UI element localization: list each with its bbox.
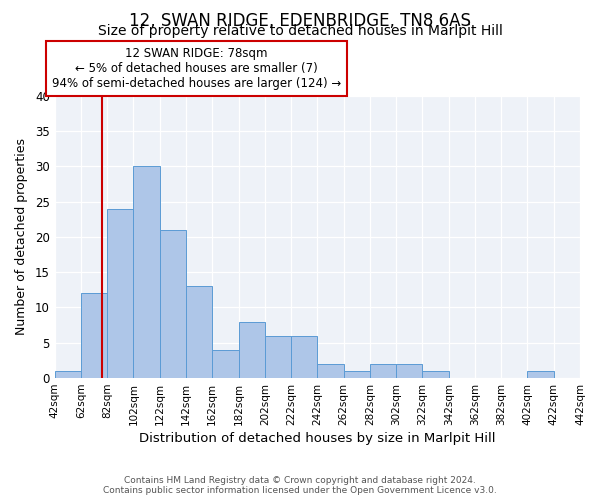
Bar bbox=[422, 371, 449, 378]
Text: Contains HM Land Registry data © Crown copyright and database right 2024.
Contai: Contains HM Land Registry data © Crown c… bbox=[103, 476, 497, 495]
Bar bbox=[317, 364, 344, 378]
X-axis label: Distribution of detached houses by size in Marlpit Hill: Distribution of detached houses by size … bbox=[139, 432, 496, 445]
Bar bbox=[370, 364, 396, 378]
Bar bbox=[133, 166, 160, 378]
Bar bbox=[186, 286, 212, 378]
Bar bbox=[344, 371, 370, 378]
Bar bbox=[81, 294, 107, 378]
Bar bbox=[527, 371, 554, 378]
Text: 12 SWAN RIDGE: 78sqm
← 5% of detached houses are smaller (7)
94% of semi-detache: 12 SWAN RIDGE: 78sqm ← 5% of detached ho… bbox=[52, 47, 341, 90]
Text: 12, SWAN RIDGE, EDENBRIDGE, TN8 6AS: 12, SWAN RIDGE, EDENBRIDGE, TN8 6AS bbox=[129, 12, 471, 30]
Bar bbox=[396, 364, 422, 378]
Bar bbox=[265, 336, 291, 378]
Text: Size of property relative to detached houses in Marlpit Hill: Size of property relative to detached ho… bbox=[98, 24, 502, 38]
Bar bbox=[160, 230, 186, 378]
Bar bbox=[107, 208, 133, 378]
Bar bbox=[212, 350, 239, 378]
Y-axis label: Number of detached properties: Number of detached properties bbox=[15, 138, 28, 336]
Bar bbox=[55, 371, 81, 378]
Bar bbox=[239, 322, 265, 378]
Bar bbox=[291, 336, 317, 378]
